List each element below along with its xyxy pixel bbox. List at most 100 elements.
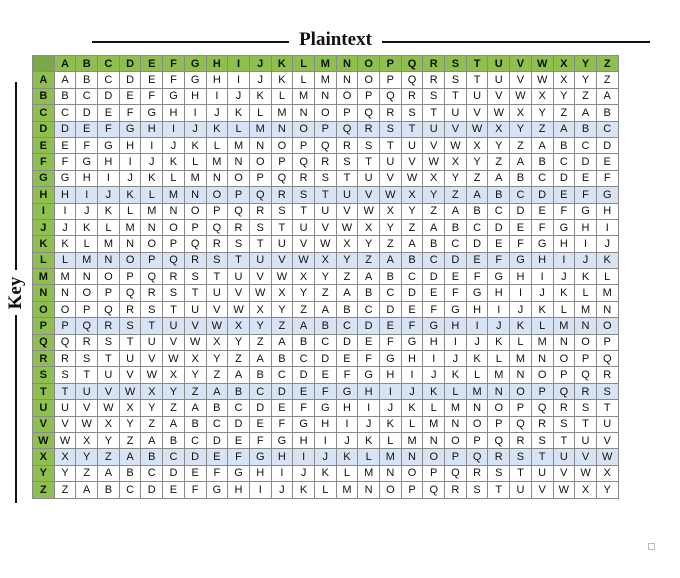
row-header: Z bbox=[32, 481, 55, 499]
cipher-cell: N bbox=[509, 366, 532, 384]
cipher-cell: Y bbox=[248, 317, 272, 335]
cipher-cell: R bbox=[574, 382, 597, 401]
cipher-cell: G bbox=[118, 120, 142, 138]
cipher-cell: B bbox=[118, 464, 142, 483]
cipher-cell: Z bbox=[530, 120, 554, 138]
cipher-cell: D bbox=[530, 186, 554, 204]
cipher-cell: J bbox=[400, 382, 424, 401]
cipher-cell: Q bbox=[465, 448, 489, 466]
cipher-cell: S bbox=[444, 71, 467, 89]
cipher-cell: F bbox=[487, 251, 511, 270]
cipher-cell: R bbox=[487, 448, 511, 466]
cipher-cell: M bbox=[313, 71, 337, 89]
cipher-cell: H bbox=[118, 136, 142, 155]
cipher-cell: T bbox=[140, 317, 164, 335]
cipher-cell: L bbox=[292, 71, 315, 89]
row-header: R bbox=[32, 350, 55, 368]
cipher-cell: N bbox=[183, 186, 207, 204]
cipher-cell: N bbox=[140, 218, 164, 237]
cipher-cell: J bbox=[75, 202, 99, 220]
cipher-cell: H bbox=[574, 218, 597, 237]
cipher-cell: G bbox=[270, 431, 294, 450]
cipher-cell: P bbox=[530, 382, 554, 401]
cipher-cell: Y bbox=[292, 284, 315, 302]
cipher-cell: J bbox=[313, 448, 337, 466]
cipher-cell: O bbox=[422, 448, 446, 466]
cipher-cell: I bbox=[552, 251, 576, 270]
cipher-cell: R bbox=[183, 251, 207, 270]
cipher-cell: Q bbox=[379, 87, 402, 106]
cipher-cell: H bbox=[444, 317, 467, 335]
cipher-cell: E bbox=[292, 382, 315, 401]
cipher-cell: M bbox=[422, 415, 446, 433]
cipher-cell: K bbox=[487, 333, 511, 352]
cipher-cell: M bbox=[270, 104, 294, 122]
cipher-cell: S bbox=[530, 431, 554, 450]
cipher-cell: E bbox=[118, 87, 142, 106]
cipher-cell: V bbox=[530, 481, 554, 499]
cipher-cell: Y bbox=[574, 71, 597, 89]
cipher-cell: Y bbox=[595, 481, 619, 499]
cipher-cell: W bbox=[574, 464, 597, 483]
cipher-cell: B bbox=[75, 71, 99, 89]
cipher-cell: M bbox=[379, 448, 402, 466]
cipher-cell: H bbox=[183, 87, 207, 106]
cipher-cell: A bbox=[270, 333, 294, 352]
cipher-cell: G bbox=[248, 448, 272, 466]
cipher-cell: J bbox=[379, 399, 402, 417]
cipher-cell: B bbox=[313, 317, 337, 335]
cipher-cell: M bbox=[97, 235, 120, 253]
cipher-cell: O bbox=[292, 120, 315, 138]
cipher-cell: L bbox=[270, 87, 294, 106]
row-header: T bbox=[32, 382, 55, 401]
row-header: B bbox=[32, 87, 55, 106]
row-header: D bbox=[32, 120, 55, 138]
cipher-cell: K bbox=[530, 300, 554, 319]
cipher-cell: M bbox=[509, 350, 532, 368]
cipher-cell: B bbox=[422, 235, 446, 253]
cipher-cell: R bbox=[118, 300, 142, 319]
cipher-cell: Y bbox=[335, 251, 359, 270]
cipher-cell: K bbox=[227, 104, 250, 122]
cipher-cell: Z bbox=[75, 464, 99, 483]
cipher-cell: Q bbox=[357, 104, 380, 122]
cipher-cell: N bbox=[422, 431, 446, 450]
cipher-cell: E bbox=[75, 120, 99, 138]
row-header: G bbox=[32, 169, 55, 188]
cipher-cell: L bbox=[530, 317, 554, 335]
cipher-cell: I bbox=[487, 300, 511, 319]
cipher-cell: V bbox=[97, 382, 120, 401]
cipher-cell: K bbox=[270, 71, 294, 89]
cipher-cell: I bbox=[530, 268, 554, 286]
cipher-cell: X bbox=[313, 251, 337, 270]
cipher-cell: T bbox=[379, 136, 402, 155]
cipher-cell: T bbox=[53, 382, 77, 401]
cipher-cell: L bbox=[53, 251, 77, 270]
cipher-cell: N bbox=[379, 464, 402, 483]
cipher-cell: X bbox=[552, 71, 576, 89]
cipher-cell: V bbox=[379, 169, 402, 188]
cipher-cell: L bbox=[140, 186, 164, 204]
cipher-cell: S bbox=[118, 317, 142, 335]
cipher-cell: H bbox=[335, 399, 359, 417]
cipher-cell: C bbox=[574, 136, 597, 155]
cipher-cell: X bbox=[335, 235, 359, 253]
cipher-cell: A bbox=[574, 104, 597, 122]
cipher-cell: I bbox=[97, 169, 120, 188]
cipher-cell: Z bbox=[357, 251, 380, 270]
plaintext-label: Plaintext bbox=[299, 29, 372, 50]
column-header: C bbox=[97, 54, 120, 73]
cipher-cell: Q bbox=[487, 431, 511, 450]
cipher-cell: R bbox=[227, 218, 250, 237]
cipher-cell: B bbox=[400, 251, 424, 270]
cipher-cell: V bbox=[162, 333, 185, 352]
cipher-cell: C bbox=[465, 218, 489, 237]
cipher-cell: J bbox=[162, 136, 185, 155]
cipher-cell: D bbox=[227, 415, 250, 433]
cipher-cell: U bbox=[595, 415, 619, 433]
